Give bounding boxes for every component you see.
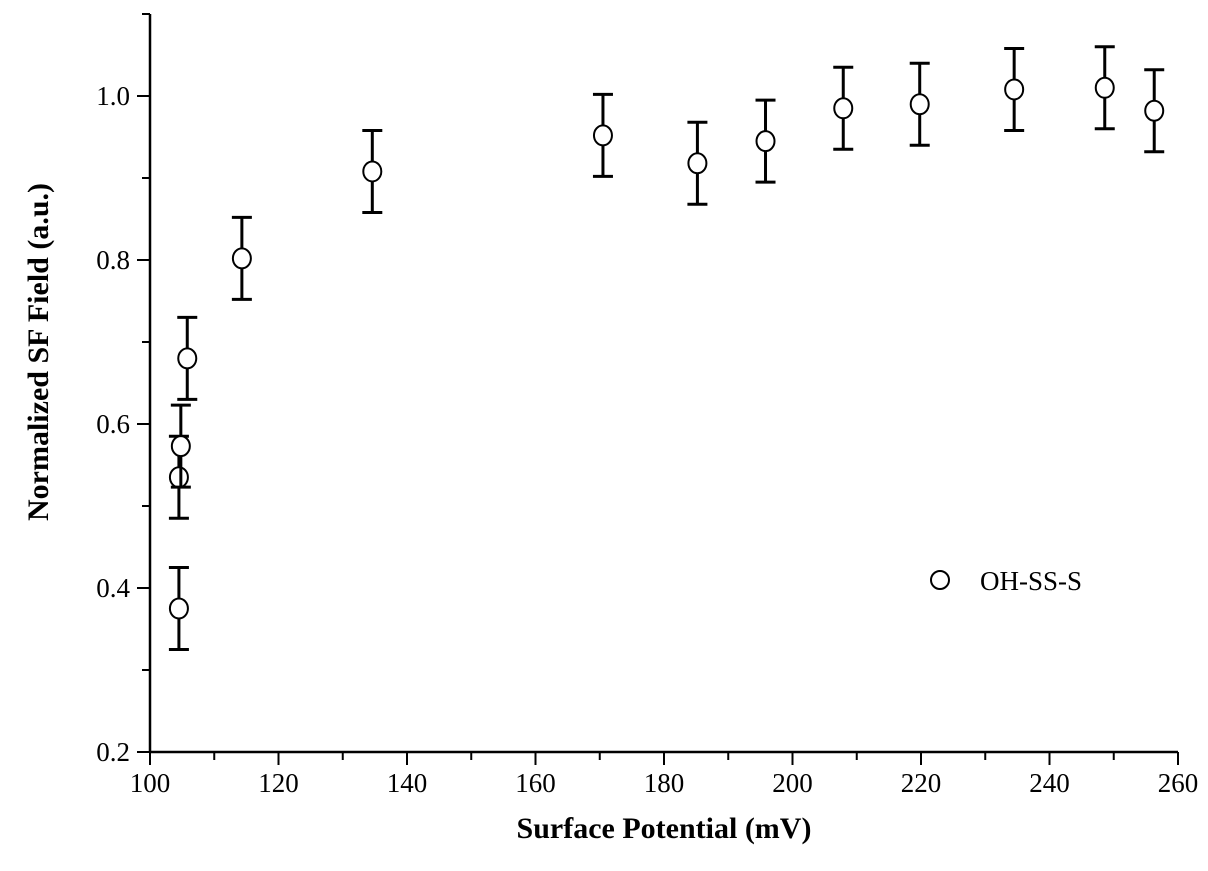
y-tick-label: 0.6 [96,409,130,439]
x-tick-label: 200 [772,768,813,798]
point-marker [168,597,189,620]
y-tick-label: 0.4 [96,573,130,603]
y-axis-title: Normalized SF Field (a.u.) [22,183,55,521]
legend-label: OH-SS-S [980,566,1082,596]
data-point [592,92,613,178]
point-marker [170,435,191,458]
data-point [755,98,776,184]
y-tick-label: 0.2 [96,737,130,767]
x-tick-label: 160 [515,768,556,798]
point-marker [168,466,189,489]
x-axis-title: Surface Potential (mV) [517,812,812,845]
data-point [168,566,189,651]
data-point [909,61,930,147]
data-point [231,215,252,301]
x-tick-label: 100 [130,768,171,798]
data-point [687,120,708,206]
point-marker [909,93,930,116]
legend: OH-SS-S [930,566,1082,596]
legend-marker-icon [930,570,950,590]
x-tick-label: 140 [387,768,428,798]
data-point [170,403,191,489]
x-tick-label: 180 [644,768,685,798]
point-marker [687,152,708,175]
data-point [1144,68,1165,154]
y-tick-label: 1.0 [96,81,130,111]
x-tick-label: 120 [258,768,299,798]
point-marker [592,124,613,147]
x-ticks: 100 120 140 160 180 200 220 240 260 [130,752,1199,798]
x-tick-label: 260 [1158,768,1199,798]
data-points [168,45,1165,651]
data-point [1094,45,1115,131]
point-marker [177,347,198,370]
data-point [833,65,854,151]
point-marker [1144,99,1165,122]
point-marker [231,247,252,270]
y-tick-label: 0.8 [96,245,130,275]
x-tick-label: 220 [901,768,942,798]
point-marker [362,160,383,183]
data-point [1004,46,1025,132]
point-marker [755,130,776,153]
data-point [362,128,383,214]
y-ticks: 0.2 0.4 0.6 0.8 1.0 [96,13,150,767]
point-marker [1094,76,1115,99]
point-marker [1004,78,1025,101]
data-point [177,315,198,401]
axes [148,14,1178,754]
point-marker [833,97,854,120]
x-tick-label: 240 [1029,768,1070,798]
